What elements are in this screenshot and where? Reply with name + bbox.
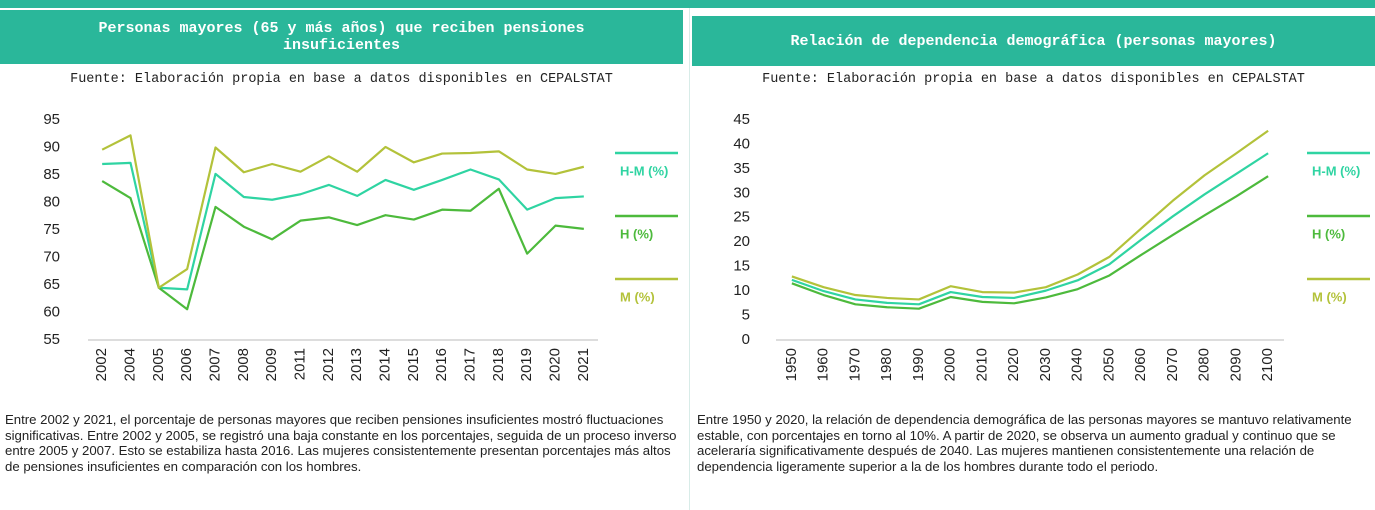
legend-label: M (%) <box>1312 289 1347 304</box>
x-tick-label: 2030 <box>1037 348 1054 381</box>
x-tick-label: 1950 <box>783 348 800 381</box>
x-tick-label: 1980 <box>878 348 895 381</box>
x-tick-label: 2060 <box>1132 348 1149 381</box>
y-tick-label: 45 <box>733 111 750 128</box>
y-tick-label: 55 <box>43 331 60 348</box>
top-bar <box>0 0 1375 8</box>
panel-title: Relación de dependencia demográfica (per… <box>692 16 1375 66</box>
x-tick-label: 2080 <box>1196 348 1213 381</box>
y-tick-label: 40 <box>733 135 750 152</box>
y-tick-label: 15 <box>733 258 750 275</box>
x-tick-label: 2000 <box>942 348 959 381</box>
x-tick-label: 2040 <box>1069 348 1086 381</box>
x-tick-label: 2016 <box>433 348 450 381</box>
series-line <box>791 175 1269 310</box>
description: Entre 1950 y 2020, la relación de depend… <box>697 412 1352 474</box>
series-line <box>791 152 1269 306</box>
x-tick-label: 2017 <box>461 348 478 381</box>
panel-title: Personas mayores (65 y más años) que rec… <box>0 10 683 64</box>
x-tick-label: 2019 <box>518 348 535 381</box>
x-tick-label: 2009 <box>263 348 280 381</box>
y-tick-label: 85 <box>43 166 60 183</box>
y-tick-label: 70 <box>43 248 60 265</box>
source: Fuente: Elaboración propia en base a dat… <box>70 72 613 87</box>
x-tick-label: 2070 <box>1164 348 1181 381</box>
legend-label: H (%) <box>1312 226 1345 241</box>
y-tick-label: 35 <box>733 160 750 177</box>
y-tick-label: 5 <box>742 307 750 324</box>
y-tick-label: 10 <box>733 282 750 299</box>
panel: Relación de dependencia demográfica (per… <box>692 8 1375 510</box>
x-tick-label: 2013 <box>348 348 365 381</box>
x-tick-label: 2011 <box>291 348 308 380</box>
x-tick-label: 2014 <box>376 348 393 381</box>
y-tick-label: 30 <box>733 184 750 201</box>
series-line <box>101 180 584 311</box>
source: Fuente: Elaboración propia en base a dat… <box>762 72 1305 87</box>
panel: Personas mayores (65 y más años) que rec… <box>0 8 683 510</box>
y-tick-label: 75 <box>43 221 60 238</box>
y-tick-label: 60 <box>43 303 60 320</box>
series-line <box>102 161 584 291</box>
x-tick-label: 2008 <box>235 348 252 381</box>
x-tick-label: 2100 <box>1259 348 1276 381</box>
x-tick-label: 2021 <box>575 348 592 381</box>
legend-label: H-M (%) <box>1312 163 1360 178</box>
x-tick-label: 2020 <box>1005 348 1022 381</box>
y-tick-label: 20 <box>733 233 750 250</box>
y-tick-label: 95 <box>43 111 60 128</box>
x-tick-label: 2002 <box>93 348 110 381</box>
x-tick-label: 2010 <box>973 348 990 381</box>
legend-label: H-M (%) <box>620 163 668 178</box>
y-tick-label: 0 <box>742 331 750 348</box>
chart: 0 5 10 15 20 25 30 35 40 45 1950 1960 1970 1980 1990 20… <box>733 111 1370 381</box>
x-tick-label: 1960 <box>815 348 832 381</box>
x-tick-label: 2090 <box>1227 348 1244 381</box>
y-tick-label: 25 <box>733 209 750 226</box>
x-tick-label: 2018 <box>490 348 507 381</box>
y-tick-label: 65 <box>43 276 60 293</box>
x-tick-label: 2004 <box>121 348 138 381</box>
x-tick-label: 2005 <box>150 348 167 381</box>
x-tick-label: 1990 <box>910 348 927 381</box>
x-tick-label: 2006 <box>178 348 195 381</box>
description: Entre 2002 y 2021, el porcentaje de pers… <box>5 412 677 474</box>
x-tick-label: 2020 <box>546 348 563 381</box>
x-tick-label: 2015 <box>405 348 422 381</box>
divider <box>689 8 690 510</box>
series-line <box>791 129 1269 301</box>
x-tick-label: 2007 <box>206 348 223 381</box>
y-tick-label: 80 <box>43 193 60 210</box>
x-tick-label: 2050 <box>1100 348 1117 381</box>
x-tick-label: 2012 <box>320 348 337 381</box>
x-tick-label: 1970 <box>846 348 863 381</box>
y-tick-label: 90 <box>43 138 60 155</box>
chart: 55 60 65 70 75 80 85 90 95 2002 2004 2005 2006 2007 20… <box>43 111 678 381</box>
legend-label: H (%) <box>620 226 653 241</box>
series-line <box>101 134 585 289</box>
legend-label: M (%) <box>620 289 655 304</box>
